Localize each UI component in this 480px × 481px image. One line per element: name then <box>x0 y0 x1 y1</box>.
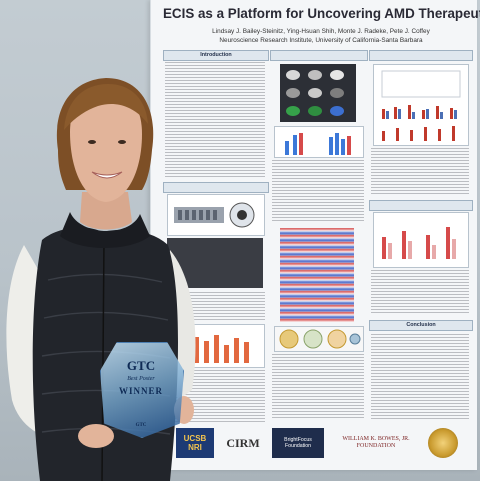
association-heading <box>369 200 473 211</box>
ucsb-nri-logo: UCSB NRI <box>176 428 214 458</box>
fluorescence-image-grid <box>280 64 356 122</box>
face <box>70 92 142 202</box>
award-category: Best Poster <box>127 376 155 382</box>
left-hand <box>78 424 114 448</box>
electrode-array-figure <box>174 202 255 228</box>
poster-column-3: Conclusion <box>369 50 473 424</box>
brightfocus-foundation-text: Foundation <box>285 443 311 449</box>
section-heading-placeholder <box>163 182 269 193</box>
bowes-foundation-logo: WILLIAM K. BOWES, JR. FOUNDATION <box>330 428 422 458</box>
bowes-logo-text: WILLIAM K. BOWES, JR. <box>342 436 410 442</box>
award-base-text: GTC <box>135 423 147 428</box>
circle-diagram-figure <box>274 326 364 352</box>
nri-logo-text: NRI <box>188 443 202 452</box>
vest-collar <box>60 212 150 248</box>
brightfocus-logo-text: BrightFocus <box>284 437 312 443</box>
award-logo-text: GTC <box>126 358 156 373</box>
bowes-foundation-text: FOUNDATION <box>356 443 396 449</box>
expression-heatmap <box>280 228 354 322</box>
results-heading <box>270 50 368 61</box>
conclusion-text-block <box>371 334 469 420</box>
research-poster: ECIS as a Platform for Uncovering AMD Th… <box>150 0 480 470</box>
poster-column-2 <box>270 50 368 424</box>
glass-award-trophy <box>100 342 184 438</box>
caption-text-block-2 <box>371 148 469 196</box>
grouped-bar-charts <box>373 64 469 146</box>
electrode-icon <box>237 210 247 220</box>
smile <box>91 171 123 179</box>
cirm-logo: CIRM <box>226 435 260 450</box>
poster-title: ECIS as a Platform for Uncovering AMD Th… <box>163 6 480 21</box>
university-seal-logo <box>428 428 458 458</box>
sponsor-logo-row: UCSB NRI CIRM BrightFocus Foundation WIL… <box>176 428 468 462</box>
figure-caption-block <box>272 160 364 222</box>
association-bar-charts <box>373 212 469 268</box>
blue-bar-chart <box>274 126 364 158</box>
hair-fringe <box>64 84 148 130</box>
introduction-heading: Introduction <box>163 50 269 61</box>
device-diagram <box>167 194 265 236</box>
right-eye <box>118 140 126 144</box>
award-winner-text: WINNER <box>118 386 163 396</box>
ucsb-logo-text: UCSB <box>183 434 207 443</box>
left-shirt-sleeve <box>6 245 111 441</box>
conclusion-heading: Conclusion <box>369 320 473 331</box>
poster-authors: Lindsay J. Bailey-Steinitz, Ying-Hsuan S… <box>212 28 430 35</box>
neck <box>80 192 132 230</box>
brightfocus-logo: BrightFocus Foundation <box>272 428 324 458</box>
stimulus-heading <box>369 50 473 61</box>
introduction-text-block <box>165 62 265 178</box>
left-eye <box>88 140 96 144</box>
poster-affiliation: Neuroscience Research Institute, Univers… <box>219 37 423 44</box>
discussion-text-block <box>272 354 364 420</box>
caption-text-block-3 <box>371 270 469 314</box>
